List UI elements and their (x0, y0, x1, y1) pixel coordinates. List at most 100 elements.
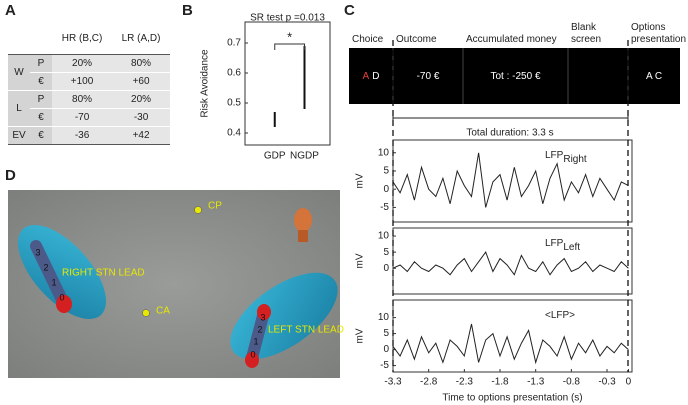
x-tick-label: NGDP (290, 151, 319, 162)
x-tick-label: -1.8 (491, 377, 509, 388)
y-tick-label: 0 (383, 184, 389, 195)
contact-number: 1 (253, 336, 258, 346)
contact-number: 3 (35, 247, 40, 257)
lfp-trace (392, 152, 629, 208)
panel-letter: C (344, 2, 355, 19)
head-icon (294, 208, 312, 242)
trace-label: LFPLeft (545, 238, 580, 253)
unit-cell: € (30, 72, 52, 91)
y-tick-label: 5 (383, 328, 389, 339)
group-cell: W (8, 54, 30, 91)
timeline-box (349, 48, 680, 104)
contact-number: 0 (59, 292, 64, 302)
trace-label: LFPRight (545, 150, 587, 165)
lead-tip (257, 304, 271, 320)
contact-number: 1 (51, 277, 56, 287)
x-axis-label: Time to options presentation (s) (442, 393, 582, 404)
segment-label: Outcome (396, 34, 437, 45)
plot-frame (392, 299, 633, 373)
unit-cell: € (30, 126, 52, 145)
y-tick-label: 0.4 (227, 128, 241, 139)
lead (30, 240, 70, 310)
value-cell: +60 (112, 72, 170, 91)
trace-label-sub: Right (563, 154, 587, 165)
y-tick-label: 0 (383, 263, 389, 274)
trace-label-main: LFP (545, 238, 564, 249)
panel-letter: B (182, 2, 193, 19)
value-cell: 20% (112, 90, 170, 109)
plot-frame (244, 21, 331, 146)
landmark-label: CA (156, 306, 170, 317)
segment-content-part: Tot : -250 € (490, 71, 540, 82)
x-tick-label: -0.8 (563, 377, 581, 388)
lead-label: RIGHT STN LEAD (62, 268, 145, 279)
table-row: EV € -36 +42 (8, 126, 170, 145)
y-tick-label: 0.7 (227, 38, 241, 49)
trace-label-main: LFP (545, 150, 564, 161)
segment-content-part: A C (646, 71, 662, 82)
group-cell: EV (8, 126, 30, 145)
table-row: € +100 +60 (8, 72, 170, 91)
y-tick-label: 5 (383, 247, 389, 258)
segment-content-part: A (363, 71, 370, 82)
segment-label: Accumulated money (466, 34, 557, 45)
y-tick-label: 0.6 (227, 68, 241, 79)
x-tick-label: -2.3 (456, 377, 474, 388)
y-tick-label: 10 (378, 231, 390, 242)
value-cell: 20% (52, 54, 113, 73)
lfp-trace (392, 323, 629, 365)
value-cell: -30 (112, 108, 170, 127)
y-tick-label: 0 (383, 344, 389, 355)
x-tick-label: -2.8 (420, 377, 438, 388)
trace-label-sub: Left (563, 242, 580, 253)
x-tick-label: -3.3 (384, 377, 402, 388)
x-tick-label: -0.3 (598, 377, 616, 388)
panel-letter: A (5, 2, 16, 19)
x-tick-label: -1.3 (527, 377, 545, 388)
segment-label: Choice (352, 34, 384, 45)
significance-bracket (274, 43, 305, 50)
header-cell (8, 24, 30, 55)
trace-label: <LFP> (545, 310, 575, 321)
segment-content-part: D (372, 71, 379, 82)
y-axis-label: Risk Avoidance (200, 49, 211, 118)
contact-number: 0 (250, 349, 255, 359)
contact-number: 3 (260, 312, 265, 322)
value-cell: 80% (112, 54, 170, 73)
value-cell: -70 (52, 108, 113, 127)
value-cell: 80% (52, 90, 113, 109)
lead-label: LEFT STN LEAD (268, 325, 344, 336)
neck (298, 230, 308, 242)
lfp-trace (392, 251, 629, 276)
plot-frame (392, 227, 633, 295)
segment-content: A C (646, 71, 662, 82)
segment-label: Blank screen (571, 22, 602, 45)
x-tick-label: GDP (264, 151, 286, 162)
panel-letter: D (5, 167, 16, 184)
unit-cell: P (30, 54, 52, 73)
landmark-dot (194, 206, 202, 214)
left-stn (230, 272, 338, 368)
plot-frame (392, 139, 633, 223)
contact-number: 2 (43, 262, 48, 272)
header-row: HR (B,C) LR (A,D) (8, 24, 170, 55)
y-tick-label: 5 (383, 166, 389, 177)
lead-tip (245, 352, 259, 368)
y-axis-label: mV (355, 328, 366, 343)
value-cell: +42 (112, 126, 170, 145)
landmark-label: CP (208, 201, 222, 212)
unit-cell: P (30, 90, 52, 109)
duration-label: Total duration: 3.3 s (466, 128, 553, 139)
table-row: € -70 -30 (8, 108, 170, 127)
header-cell: LR (A,D) (112, 24, 170, 55)
table-row: L P 80% 20% (8, 90, 170, 127)
segment-content: Tot : -250 € (490, 71, 540, 82)
group-cell: L (8, 90, 30, 127)
payoff-table: HR (B,C) LR (A,D) W P 20% 80% € +100 +60 L P 80% 20%… (8, 24, 170, 145)
lead (246, 306, 270, 364)
unit-cell: € (30, 108, 52, 127)
header-cell: HR (B,C) (52, 24, 113, 55)
value-cell: +100 (52, 72, 113, 91)
